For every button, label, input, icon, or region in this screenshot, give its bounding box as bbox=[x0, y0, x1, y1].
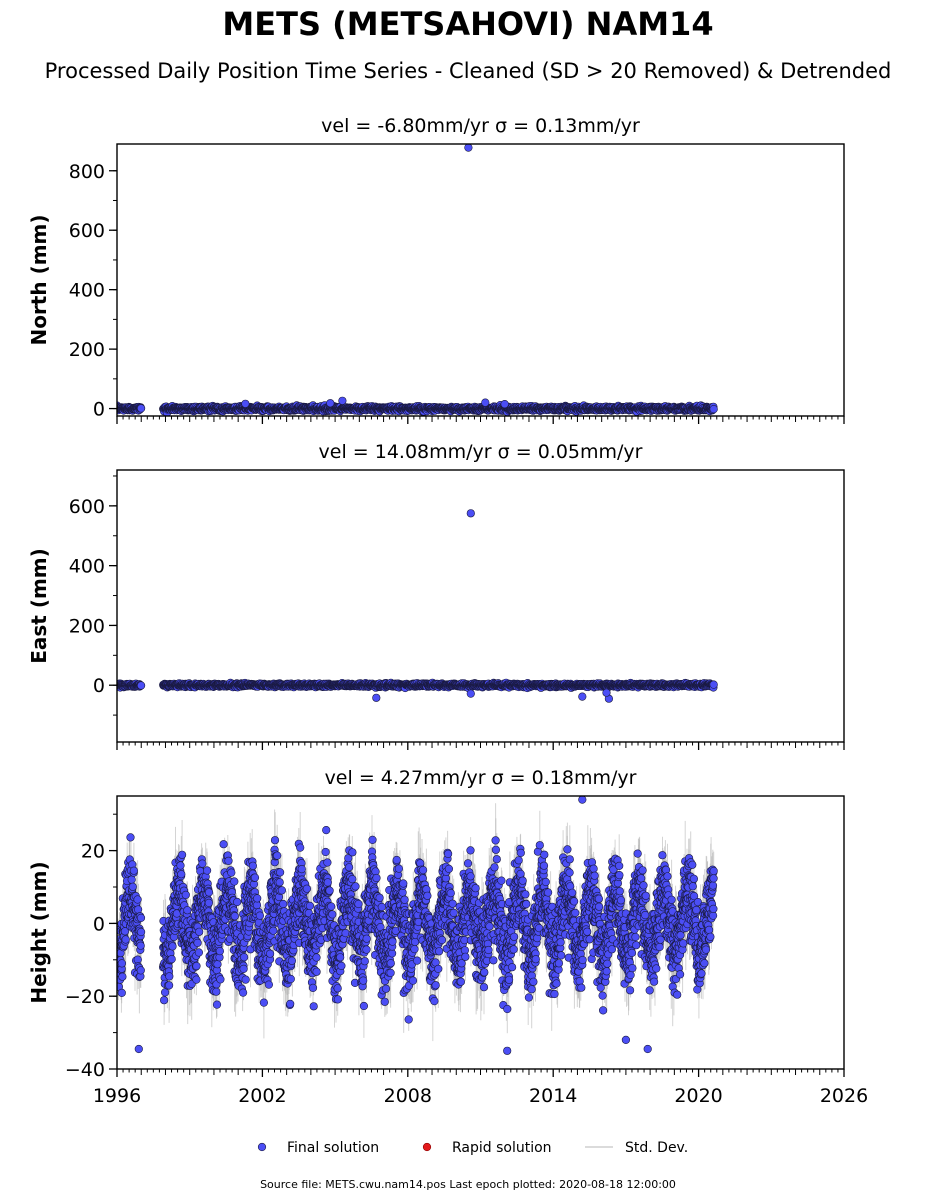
figure-subtitle: Processed Daily Position Time Series - C… bbox=[45, 59, 892, 83]
panel-2: vel = 14.08mm/yr σ = 0.05mm/yr East (mm) 0… bbox=[27, 441, 845, 750]
outlier-point bbox=[241, 399, 250, 408]
outlier-point bbox=[326, 399, 335, 408]
y-tick-label: 800 bbox=[69, 161, 105, 183]
outlier-point bbox=[464, 144, 473, 152]
points bbox=[117, 144, 718, 416]
y-axis-label: Height (mm) bbox=[27, 861, 51, 1003]
outlier-point bbox=[481, 398, 490, 407]
y-axis-label: North (mm) bbox=[27, 214, 51, 345]
outlier-point bbox=[500, 400, 509, 409]
outlier-point bbox=[466, 509, 475, 518]
y-tick-label: 400 bbox=[69, 280, 105, 302]
panel-title: vel = 14.08mm/yr σ = 0.05mm/yr bbox=[319, 441, 643, 463]
panel-1: vel = -6.80mm/yr σ = 0.13mm/yr North (mm)… bbox=[27, 115, 845, 424]
data-point bbox=[137, 404, 146, 413]
y-tick-label: 0 bbox=[93, 675, 105, 697]
outlier-point bbox=[466, 689, 475, 698]
y-tick-label: 400 bbox=[69, 556, 105, 578]
y-tick-label: 0 bbox=[93, 399, 105, 421]
plot-frame bbox=[116, 143, 845, 417]
y-axis-label: East (mm) bbox=[27, 548, 51, 664]
panels: vel = -6.80mm/yr σ = 0.13mm/yr North (mm)… bbox=[27, 115, 868, 1107]
data-layer bbox=[117, 144, 718, 416]
panel-3: vel = 4.27mm/yr σ = 0.18mm/yr Height (mm)… bbox=[27, 767, 868, 1107]
panel-title: vel = 4.27mm/yr σ = 0.18mm/yr bbox=[325, 767, 637, 789]
y-tick-label: 200 bbox=[69, 339, 105, 361]
outlier-point bbox=[338, 396, 347, 405]
y-tick-label: 600 bbox=[69, 220, 105, 242]
y-tick-label: 200 bbox=[69, 615, 105, 637]
outlier-point bbox=[372, 693, 381, 702]
panel-title: vel = -6.80mm/yr σ = 0.13mm/yr bbox=[321, 115, 640, 137]
data-point bbox=[137, 681, 146, 690]
data-layer bbox=[117, 796, 718, 1055]
data-layer bbox=[117, 509, 718, 703]
data-point bbox=[709, 680, 718, 689]
plot-frame bbox=[116, 469, 845, 743]
outlier-point bbox=[578, 692, 587, 701]
data-point bbox=[709, 405, 718, 414]
y-tick-label: 600 bbox=[69, 496, 105, 518]
figure-title: METS (METSAHOVI) NAM14 bbox=[222, 5, 713, 43]
points bbox=[117, 509, 718, 703]
outlier-point bbox=[602, 688, 611, 697]
